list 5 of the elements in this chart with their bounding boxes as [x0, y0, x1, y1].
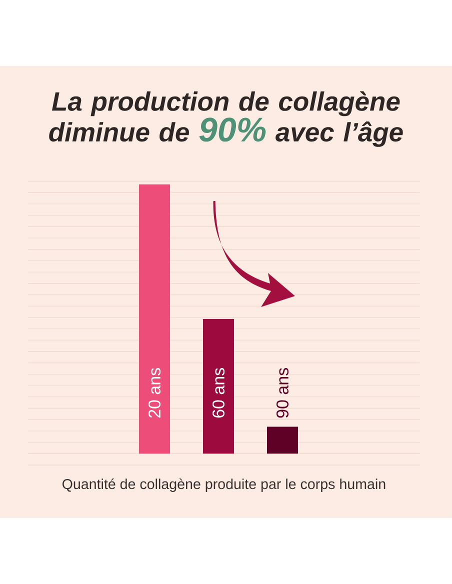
x-axis-title: Quantité de collagène produite par le corps humain	[62, 478, 386, 492]
x-tick-label: 60 ans	[212, 368, 225, 418]
x-tick-label: 20 ans	[148, 368, 161, 418]
x-tick-label: 90 ans	[276, 368, 289, 418]
chart-title: La production de collagène diminue de 90% avec l’âge	[49, 91, 403, 147]
